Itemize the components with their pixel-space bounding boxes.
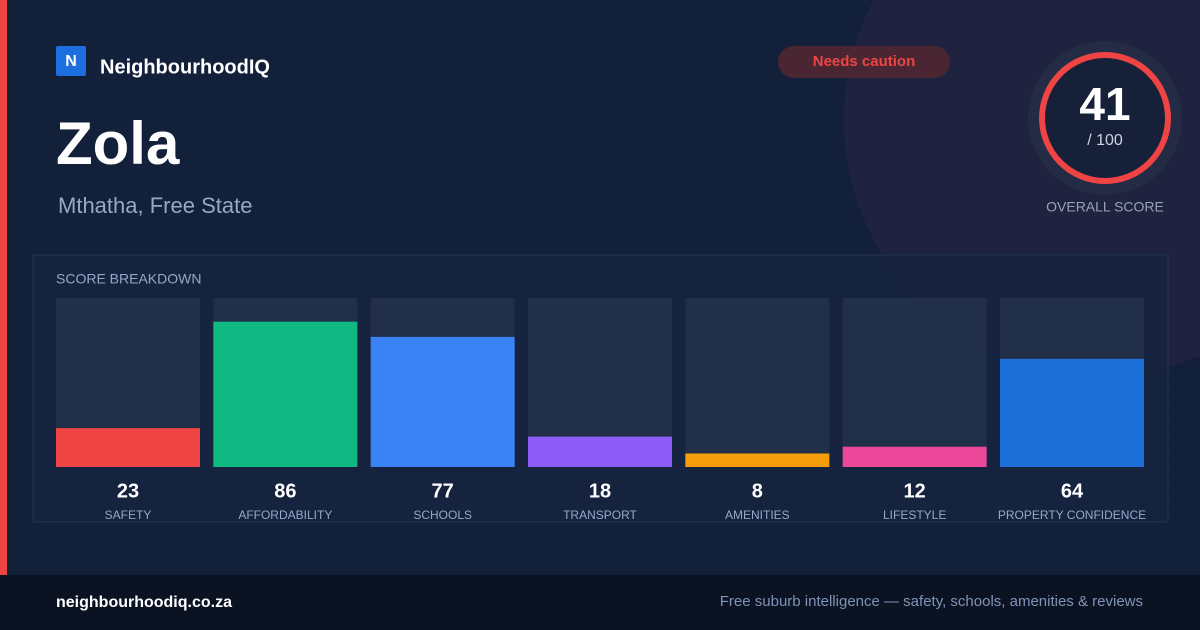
brand-name: NeighbourhoodIQ (100, 56, 270, 78)
chart-title: SCORE BREAKDOWN (56, 271, 201, 287)
bar-track (685, 298, 830, 467)
category-label: LIFESTYLE (883, 508, 946, 522)
score-scale: / 100 (1087, 132, 1123, 149)
badge (778, 46, 950, 78)
score-ring (1039, 52, 1171, 184)
value-label: 77 (432, 480, 454, 502)
bar (56, 428, 200, 467)
bar (1000, 358, 1144, 467)
accent-stripe (0, 0, 7, 575)
bar (213, 321, 358, 467)
bar-track (842, 298, 987, 467)
bars: 23 SAFETY 86 AFFORDABILITY 77 SCHOOLS 18 TRANSP… (56, 298, 1146, 522)
bar (685, 453, 830, 467)
category-label: TRANSPORT (563, 508, 637, 522)
value-label: 8 (752, 480, 763, 502)
suburb-title: Zola (56, 110, 180, 177)
value-label: 18 (589, 480, 611, 502)
footer-site: neighbourhoodiq.co.za (56, 594, 232, 611)
category-label: AFFORDABILITY (238, 508, 332, 522)
score-label: OVERALL SCORE (1046, 199, 1164, 215)
category-label: AMENITIES (725, 508, 790, 522)
location: Mthatha, Free State (58, 193, 252, 218)
footer-tagline: Free suburb intelligence — safety, schoo… (720, 593, 1143, 610)
score-value: 41 (1079, 78, 1130, 130)
category-label: PROPERTY CONFIDENCE (998, 508, 1146, 522)
badge-text: Needs caution (813, 53, 916, 70)
value-label: 23 (117, 480, 139, 502)
bar (842, 446, 987, 467)
value-label: 86 (274, 480, 296, 502)
value-label: 64 (1061, 480, 1084, 502)
bar (528, 436, 672, 467)
category-label: SAFETY (105, 508, 152, 522)
logo (56, 46, 86, 76)
category-label: SCHOOLS (413, 508, 472, 522)
value-label: 12 (904, 480, 926, 502)
logo-letter: N (65, 53, 77, 70)
bar (370, 336, 515, 467)
footer (0, 575, 1200, 630)
